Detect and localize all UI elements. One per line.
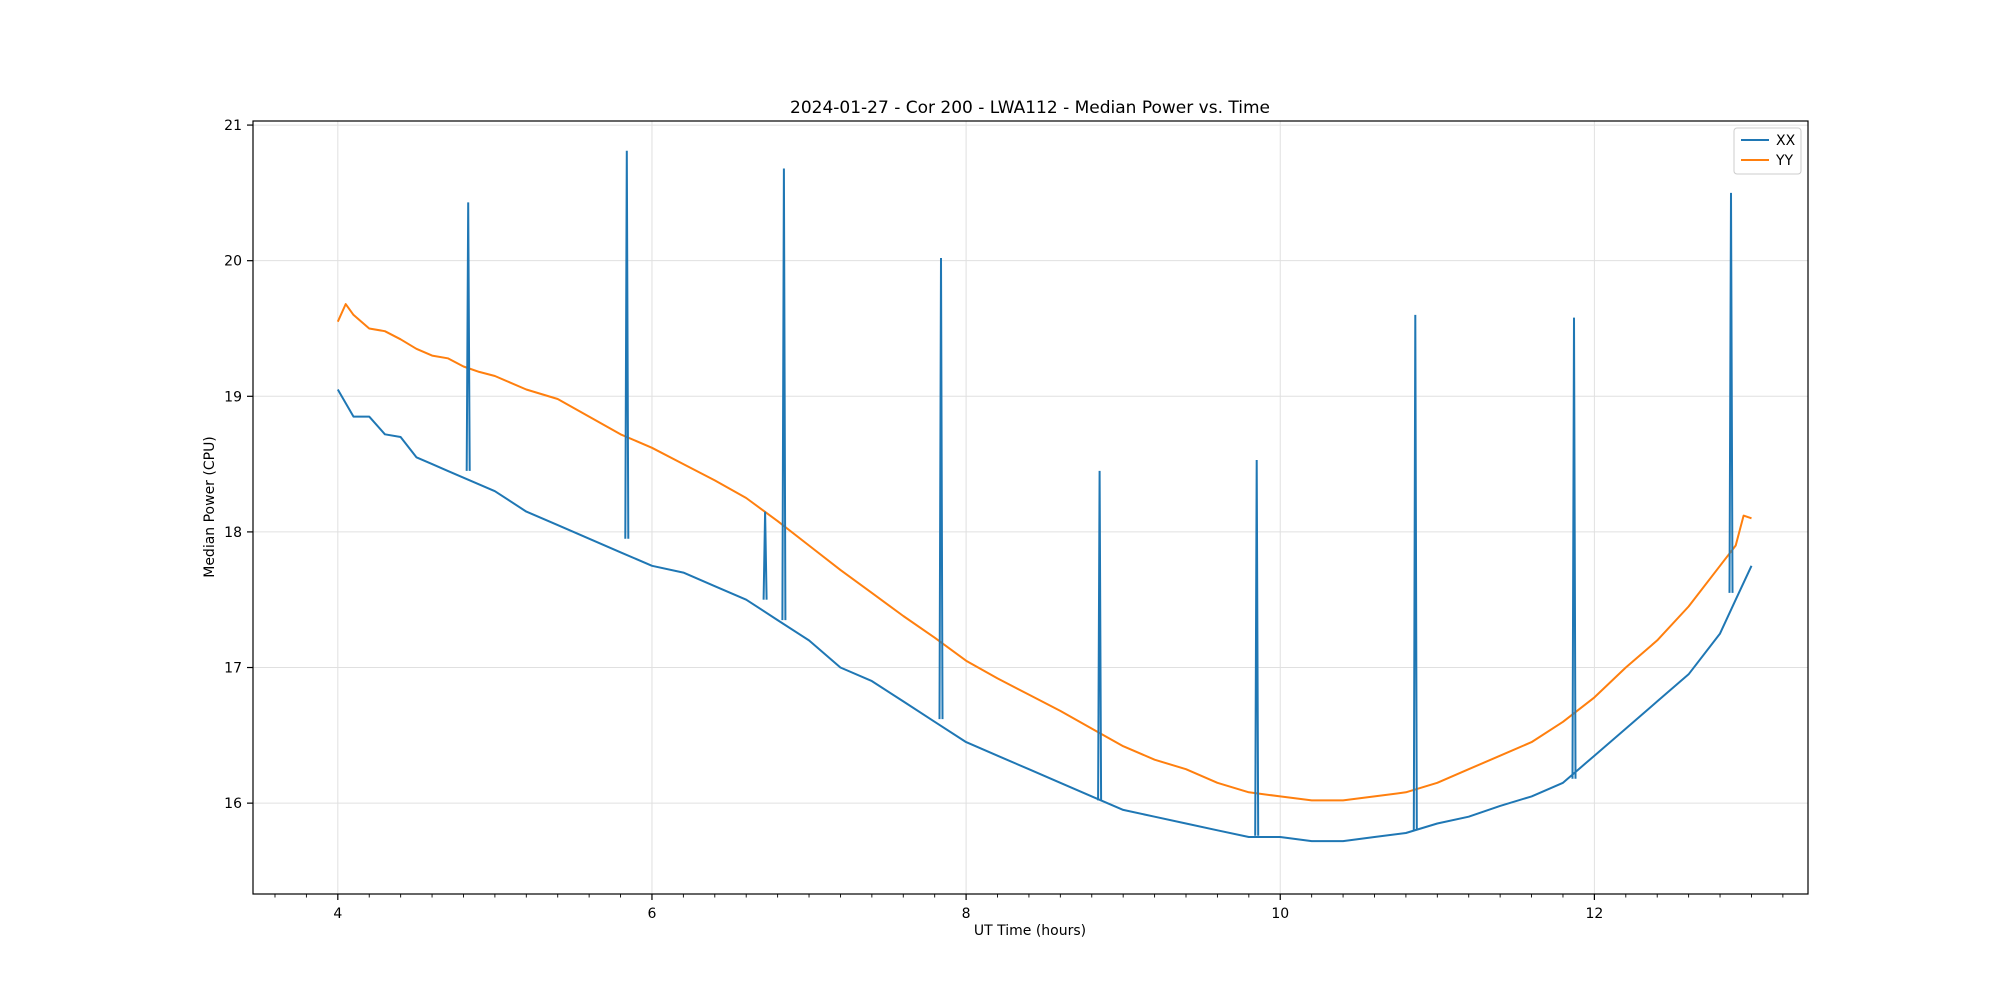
x-tick-label: 10 [1271,906,1289,922]
plot-area [336,150,1753,843]
series-spike-xx [1571,317,1577,779]
series-spike-xx [1097,470,1103,801]
y-axis-ticks: 16 17 18 19 20 21 [224,118,253,812]
y-tick-label: 20 [224,254,242,270]
series-spike-xx [762,511,768,600]
series-spike-xx [624,150,630,539]
series-line-yy [336,303,1752,802]
legend: XX YY [1733,127,1802,175]
x-axis-ticks: 4 6 8 10 12 [274,894,1784,922]
series-spike-xx [781,168,787,621]
y-tick-label: 18 [224,525,242,541]
y-tick-label: 19 [224,389,242,405]
plot-frame [252,120,1809,895]
y-tick-label: 16 [224,796,242,812]
x-tick-label: 8 [962,906,971,922]
y-tick-label: 17 [224,661,242,677]
legend-label-yy: YY [1775,153,1794,169]
series-spike-xx [938,257,944,720]
x-tick-label: 4 [333,906,342,922]
series-spike-xx [465,202,471,471]
y-axis-label: Median Power (CPU) [202,436,218,578]
chart-title: 2024-01-27 - Cor 200 - LWA112 - Median P… [790,98,1270,118]
legend-label-xx: XX [1776,133,1796,149]
x-tick-label: 12 [1585,906,1603,922]
series-spike-xx [1728,192,1734,593]
series-spike-xx [1254,459,1260,836]
x-tick-label: 6 [647,906,656,922]
grid-lines [253,121,1808,894]
x-axis-label: UT Time (hours) [974,923,1086,939]
series-line-xx [336,388,1753,843]
series-spike-xx [1412,314,1418,831]
y-tick-label: 21 [224,118,242,134]
